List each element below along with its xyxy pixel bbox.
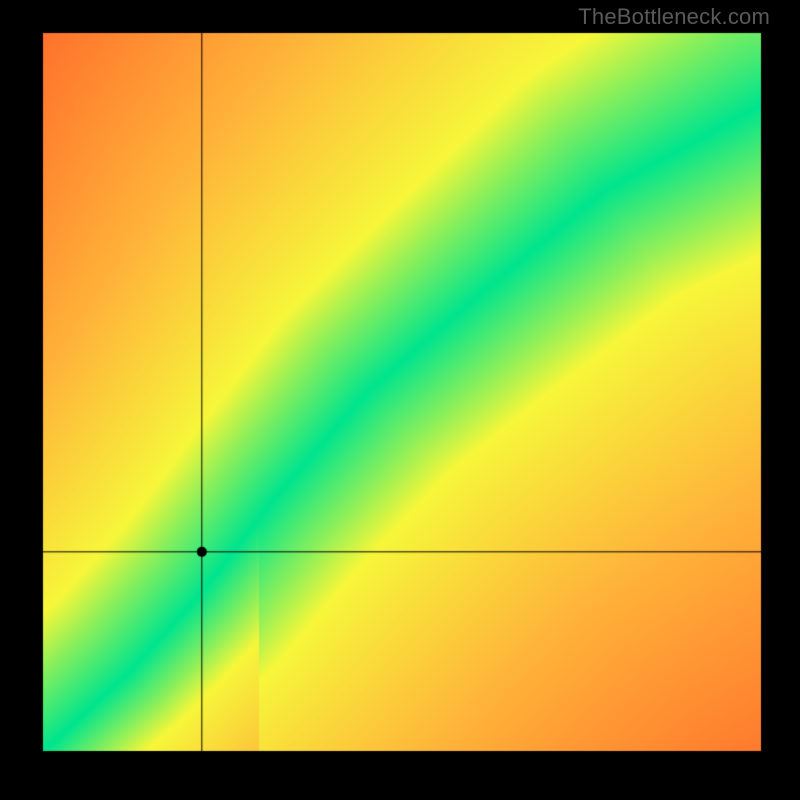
chart-container: TheBottleneck.com — [0, 0, 800, 800]
heatmap-canvas — [0, 0, 800, 800]
watermark-text: TheBottleneck.com — [578, 4, 770, 30]
